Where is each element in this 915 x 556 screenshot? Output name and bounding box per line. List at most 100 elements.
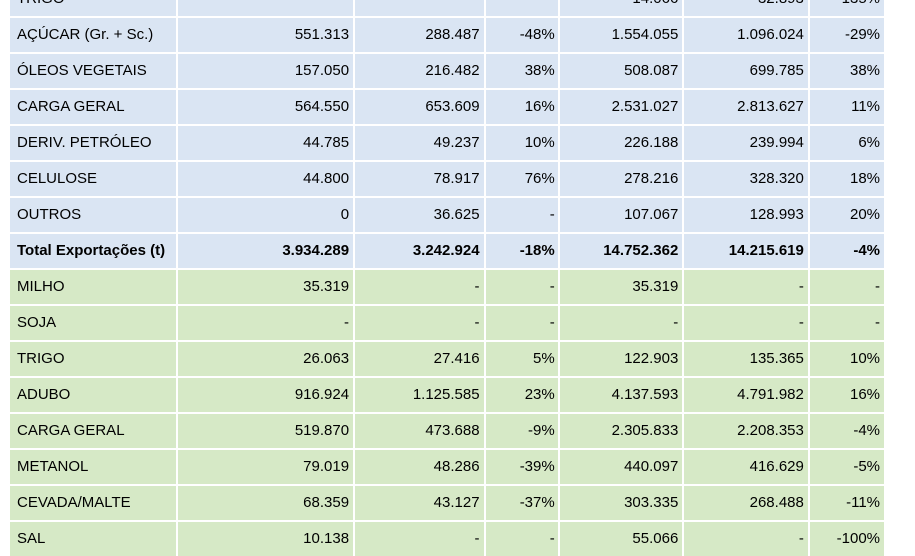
import-row-cevada-malte: CEVADA/MALTE 68.359 43.127 -37% 303.335 … (10, 486, 885, 520)
ytd-variation: 20% (809, 198, 885, 232)
ytd-variation: 6% (809, 126, 885, 160)
ytd-prev-year-value: 303.335 (559, 486, 683, 520)
product-label: ADUBO (10, 378, 177, 412)
ytd-curr-year-value: 4.791.982 (684, 378, 808, 412)
month-curr-year-value: 27.416 (355, 342, 484, 376)
import-row-carga-geral: CARGA GERAL 519.870 473.688 -9% 2.305.83… (10, 414, 885, 448)
month-prev-year-value: 0 (178, 198, 354, 232)
month-variation: - (485, 198, 558, 232)
import-row-sal: SAL 10.138 - - 55.066 - -100% (10, 522, 885, 556)
product-label: DERIV. PETRÓLEO (10, 126, 177, 160)
cargo-table: TRIGO 14.066 32.893 135% AÇÚCAR (Gr. + S… (10, 0, 885, 556)
export-row-carga-geral: CARGA GERAL 564.550 653.609 16% 2.531.02… (10, 90, 885, 124)
month-prev-year-value: 157.050 (178, 54, 354, 88)
ytd-prev-year-value: 226.188 (559, 126, 683, 160)
ytd-variation: 16% (809, 378, 885, 412)
month-variation: 10% (485, 126, 558, 160)
export-row-deriv-petroleo: DERIV. PETRÓLEO 44.785 49.237 10% 226.18… (10, 126, 885, 160)
export-row-trigo: TRIGO 14.066 32.893 135% (10, 0, 885, 16)
import-row-metanol: METANOL 79.019 48.286 -39% 440.097 416.6… (10, 450, 885, 484)
month-prev-year-value: 10.138 (178, 522, 354, 556)
import-row-trigo: TRIGO 26.063 27.416 5% 122.903 135.365 1… (10, 342, 885, 376)
ytd-prev-year-value: 1.554.055 (559, 18, 683, 52)
ytd-curr-year-value: 699.785 (684, 54, 808, 88)
ytd-variation: 10% (809, 342, 885, 376)
ytd-variation: - (809, 270, 885, 304)
month-prev-year-value: 44.800 (178, 162, 354, 196)
ytd-variation: 11% (809, 90, 885, 124)
ytd-curr-year-value: 128.993 (684, 198, 808, 232)
month-variation: -9% (485, 414, 558, 448)
product-label: CEVADA/MALTE (10, 486, 177, 520)
ytd-curr-year-total: 14.215.619 (684, 234, 808, 268)
month-variation: 38% (485, 54, 558, 88)
ytd-variation: 135% (809, 0, 885, 16)
month-variation: - (485, 522, 558, 556)
product-label: SOJA (10, 306, 177, 340)
product-label: MILHO (10, 270, 177, 304)
month-variation: 16% (485, 90, 558, 124)
month-variation: -37% (485, 486, 558, 520)
month-variation: -48% (485, 18, 558, 52)
month-curr-year-value (355, 0, 484, 16)
ytd-curr-year-value: 2.813.627 (684, 90, 808, 124)
month-prev-year-value (178, 0, 354, 16)
product-label: TRIGO (10, 342, 177, 376)
month-prev-year-value: - (178, 306, 354, 340)
product-label: ÓLEOS VEGETAIS (10, 54, 177, 88)
month-variation: 76% (485, 162, 558, 196)
month-curr-year-value: 288.487 (355, 18, 484, 52)
month-curr-year-value: 1.125.585 (355, 378, 484, 412)
product-label: SAL (10, 522, 177, 556)
ytd-variation: -4% (809, 414, 885, 448)
month-prev-year-value: 68.359 (178, 486, 354, 520)
month-curr-year-value: 78.917 (355, 162, 484, 196)
export-row-celulose: CELULOSE 44.800 78.917 76% 278.216 328.3… (10, 162, 885, 196)
ytd-variation: 38% (809, 54, 885, 88)
import-row-milho: MILHO 35.319 - - 35.319 - - (10, 270, 885, 304)
ytd-curr-year-value: 135.365 (684, 342, 808, 376)
ytd-variation: -29% (809, 18, 885, 52)
month-curr-year-value: 43.127 (355, 486, 484, 520)
month-curr-year-value: - (355, 270, 484, 304)
ytd-prev-year-value: - (559, 306, 683, 340)
month-prev-year-value: 44.785 (178, 126, 354, 160)
product-label: CARGA GERAL (10, 90, 177, 124)
month-curr-year-value: 49.237 (355, 126, 484, 160)
ytd-prev-year-value: 55.066 (559, 522, 683, 556)
ytd-curr-year-value: - (684, 522, 808, 556)
month-prev-year-value: 564.550 (178, 90, 354, 124)
ytd-curr-year-value: 328.320 (684, 162, 808, 196)
ytd-prev-year-value: 2.305.833 (559, 414, 683, 448)
month-curr-year-value: 48.286 (355, 450, 484, 484)
month-prev-year-value: 551.313 (178, 18, 354, 52)
month-variation: -39% (485, 450, 558, 484)
ytd-prev-year-value: 508.087 (559, 54, 683, 88)
month-variation-total: -18% (485, 234, 558, 268)
ytd-curr-year-value: 2.208.353 (684, 414, 808, 448)
ytd-prev-year-value: 122.903 (559, 342, 683, 376)
export-row-oleos-vegetais: ÓLEOS VEGETAIS 157.050 216.482 38% 508.0… (10, 54, 885, 88)
ytd-curr-year-value: 268.488 (684, 486, 808, 520)
product-label: TRIGO (10, 0, 177, 16)
export-row-acucar: AÇÚCAR (Gr. + Sc.) 551.313 288.487 -48% … (10, 18, 885, 52)
ytd-variation: 18% (809, 162, 885, 196)
month-curr-year-value: - (355, 522, 484, 556)
month-curr-year-total: 3.242.924 (355, 234, 484, 268)
export-row-outros: OUTROS 0 36.625 - 107.067 128.993 20% (10, 198, 885, 232)
ytd-prev-year-total: 14.752.362 (559, 234, 683, 268)
ytd-prev-year-value: 2.531.027 (559, 90, 683, 124)
ytd-variation: -5% (809, 450, 885, 484)
month-prev-year-value: 519.870 (178, 414, 354, 448)
ytd-prev-year-value: 440.097 (559, 450, 683, 484)
month-prev-year-value: 35.319 (178, 270, 354, 304)
product-label: CARGA GERAL (10, 414, 177, 448)
product-label: AÇÚCAR (Gr. + Sc.) (10, 18, 177, 52)
ytd-variation: -11% (809, 486, 885, 520)
ytd-curr-year-value: 416.629 (684, 450, 808, 484)
import-row-soja: SOJA - - - - - - (10, 306, 885, 340)
month-variation: 5% (485, 342, 558, 376)
ytd-curr-year-value: - (684, 306, 808, 340)
ytd-prev-year-value: 4.137.593 (559, 378, 683, 412)
product-label: CELULOSE (10, 162, 177, 196)
